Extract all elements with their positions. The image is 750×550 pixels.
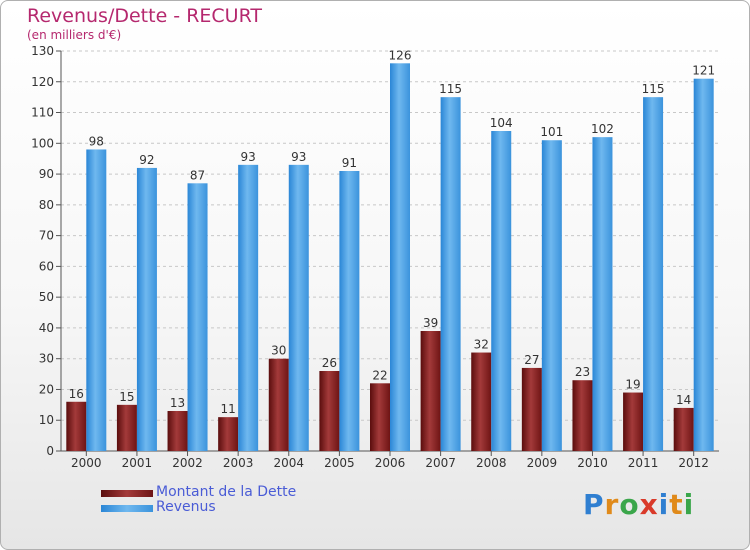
data-label-revenus: 115 xyxy=(439,82,462,96)
data-label-revenus: 102 xyxy=(591,122,614,136)
data-label-dette: 16 xyxy=(69,387,84,401)
x-tick-label: 2004 xyxy=(273,456,304,470)
bar-dette xyxy=(572,380,593,451)
bar-revenus xyxy=(541,140,562,451)
bar-dette xyxy=(319,371,340,451)
x-tick-label: 2003 xyxy=(223,456,254,470)
data-label-dette: 14 xyxy=(676,393,691,407)
bar-dette xyxy=(420,331,441,451)
bar-revenus xyxy=(339,171,360,451)
data-label-revenus: 101 xyxy=(540,125,563,139)
bar-revenus xyxy=(592,137,613,451)
bar-dette xyxy=(673,407,694,451)
x-tick-label: 2002 xyxy=(172,456,203,470)
data-label-dette: 27 xyxy=(524,353,539,367)
y-tick-label: 40 xyxy=(39,321,54,335)
legend-swatch-dette xyxy=(101,490,153,497)
data-label-dette: 15 xyxy=(119,390,134,404)
logo-letter: t xyxy=(669,488,684,521)
y-tick-label: 80 xyxy=(39,198,54,212)
x-tick-label: 2006 xyxy=(375,456,406,470)
legend-swatch-revenus xyxy=(101,505,153,512)
logo-letter: P xyxy=(583,488,605,521)
data-label-revenus: 91 xyxy=(342,156,357,170)
x-tick-label: 2000 xyxy=(71,456,102,470)
data-label-revenus: 115 xyxy=(642,82,665,96)
data-label-revenus: 104 xyxy=(490,116,513,130)
bar-revenus xyxy=(238,164,259,451)
x-tick-label: 2011 xyxy=(628,456,659,470)
x-tick-label: 2007 xyxy=(425,456,456,470)
bar-revenus xyxy=(187,183,208,452)
bar-revenus xyxy=(440,97,461,452)
data-label-dette: 19 xyxy=(625,378,640,392)
chart-subtitle: (en milliers d'€) xyxy=(27,28,122,42)
bar-revenus xyxy=(491,131,512,451)
data-label-dette: 30 xyxy=(271,344,286,358)
data-label-dette: 11 xyxy=(221,402,236,416)
y-tick-label: 130 xyxy=(31,44,54,58)
bar-dette xyxy=(167,411,188,451)
y-tick-label: 30 xyxy=(39,352,54,366)
bar-dette xyxy=(623,392,644,451)
bar-dette xyxy=(370,383,390,451)
logo-letter: r xyxy=(604,488,620,521)
y-tick-label: 0 xyxy=(46,444,54,458)
data-label-revenus: 93 xyxy=(241,150,256,164)
bar-revenus xyxy=(643,97,664,452)
x-tick-label: 2005 xyxy=(324,456,355,470)
bar-dette xyxy=(218,417,239,451)
bar-revenus xyxy=(86,149,107,451)
logo-letter: x xyxy=(639,488,659,521)
y-tick-label: 10 xyxy=(39,413,54,427)
y-tick-label: 120 xyxy=(31,75,54,89)
x-tick-label: 2010 xyxy=(577,456,608,470)
x-tick-label: 2012 xyxy=(678,456,709,470)
logo-letter: i xyxy=(683,488,695,521)
legend-label-dette: Montant de la Dette xyxy=(156,484,297,500)
data-label-dette: 22 xyxy=(372,368,387,382)
bar-revenus xyxy=(288,164,309,451)
data-label-dette: 32 xyxy=(474,338,489,352)
x-tick-label: 2009 xyxy=(527,456,558,470)
bar-dette xyxy=(521,367,542,451)
data-label-revenus: 98 xyxy=(89,134,104,148)
data-label-revenus: 92 xyxy=(139,153,154,167)
chart-title: Revenus/Dette - RECURT xyxy=(27,5,263,27)
y-tick-label: 100 xyxy=(31,136,54,150)
y-tick-label: 60 xyxy=(39,259,54,273)
legend-label-revenus: Revenus xyxy=(156,499,216,515)
y-tick-label: 70 xyxy=(39,229,54,243)
bar-revenus xyxy=(390,63,410,452)
y-tick-label: 110 xyxy=(31,106,54,120)
data-label-dette: 39 xyxy=(423,316,438,330)
x-tick-label: 2008 xyxy=(476,456,507,470)
data-label-dette: 13 xyxy=(170,396,185,410)
data-label-revenus: 121 xyxy=(692,64,715,78)
data-label-revenus: 87 xyxy=(190,168,205,182)
data-label-revenus: 93 xyxy=(291,150,306,164)
logo-letter: i xyxy=(658,488,670,521)
bar-dette xyxy=(471,352,492,451)
bar-revenus xyxy=(693,78,714,451)
logo-letter: o xyxy=(619,488,640,521)
y-tick-label: 20 xyxy=(39,382,54,396)
data-label-revenus: 126 xyxy=(389,48,412,62)
x-tick-label: 2001 xyxy=(122,456,153,470)
bar-revenus xyxy=(136,167,157,451)
bar-dette xyxy=(66,401,87,451)
proxiti-logo: Proxiti xyxy=(583,488,694,521)
y-tick-label: 50 xyxy=(39,290,54,304)
data-label-dette: 23 xyxy=(575,365,590,379)
y-tick-label: 90 xyxy=(39,167,54,181)
data-label-dette: 26 xyxy=(322,356,337,370)
bar-dette xyxy=(116,404,137,451)
bar-dette xyxy=(268,358,289,451)
